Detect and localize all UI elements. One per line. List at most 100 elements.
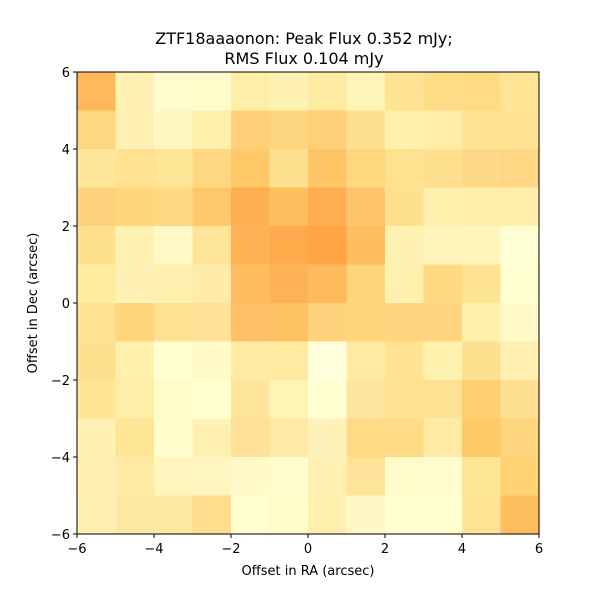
heatmap-cell — [500, 380, 540, 420]
x-tick-label: 0 — [304, 542, 312, 557]
x-axis-ticks: −6 −4 −2 0 2 4 6 — [67, 534, 543, 557]
heatmap-cell — [308, 226, 348, 266]
heatmap-cell — [346, 495, 386, 535]
heatmap-cell — [192, 187, 232, 227]
heatmap-cell — [308, 418, 348, 458]
heatmap-cell — [231, 303, 271, 343]
heatmap-cell — [77, 418, 117, 458]
heatmap-cell — [231, 264, 271, 304]
heatmap-cell — [192, 110, 232, 150]
heatmap-cell — [231, 149, 271, 189]
heatmap-cell — [231, 380, 271, 420]
heatmap-cell — [154, 341, 194, 381]
y-axis-ticks: −6 −4 −2 0 2 4 6 — [51, 66, 77, 543]
heatmap-cell — [500, 495, 540, 535]
y-tick-label: −2 — [51, 374, 70, 389]
heatmap-cell — [115, 264, 155, 304]
heatmap-cell — [423, 110, 463, 150]
heatmap-cell — [269, 149, 309, 189]
y-tick-label: 4 — [62, 143, 70, 158]
heatmap-cell — [269, 110, 309, 150]
heatmap-cell — [77, 495, 117, 535]
heatmap-cell — [500, 149, 540, 189]
heatmap-cell — [269, 495, 309, 535]
heatmap-cell — [269, 380, 309, 420]
heatmap-cell — [231, 187, 271, 227]
heatmap-cell — [385, 457, 425, 497]
heatmap-cell — [500, 187, 540, 227]
heatmap-cell — [269, 264, 309, 304]
heatmap-cell — [385, 110, 425, 150]
heatmap-cell — [115, 226, 155, 266]
heatmap-cell — [77, 341, 117, 381]
heatmap-cell — [346, 149, 386, 189]
heatmap-cell — [500, 72, 540, 112]
heatmap-cell — [77, 149, 117, 189]
heatmap-cell — [115, 72, 155, 112]
heatmap-cell — [346, 418, 386, 458]
heatmap-cell — [462, 457, 502, 497]
heatmap-cell — [346, 380, 386, 420]
heatmap-cell — [423, 187, 463, 227]
heatmap-cell — [462, 380, 502, 420]
heatmap-cell — [308, 264, 348, 304]
heatmap-cell — [192, 495, 232, 535]
heatmap-cell — [269, 418, 309, 458]
heatmap-cell — [308, 495, 348, 535]
heatmap-cell — [462, 149, 502, 189]
y-axis-label: Offset in Dec (arcsec) — [26, 233, 41, 374]
heatmap-cell — [154, 264, 194, 304]
x-tick-label: −4 — [144, 542, 163, 557]
heatmap-cell — [423, 72, 463, 112]
heatmap-cell — [192, 264, 232, 304]
heatmap-cell — [500, 110, 540, 150]
heatmap-cell — [423, 341, 463, 381]
heatmap-cell — [423, 380, 463, 420]
heatmap-cell — [308, 110, 348, 150]
heatmap-cell — [231, 341, 271, 381]
x-tick-label: 6 — [535, 542, 543, 557]
heatmap-cell — [500, 226, 540, 266]
heatmap-cell — [385, 72, 425, 112]
x-tick-label: −6 — [67, 542, 86, 557]
y-tick-label: −6 — [51, 528, 70, 543]
x-tick-label: 4 — [458, 542, 466, 557]
heatmap-cell — [423, 418, 463, 458]
heatmap-cell — [192, 341, 232, 381]
heatmap-cell — [308, 457, 348, 497]
heatmap-cell — [308, 380, 348, 420]
heatmap-cell — [192, 72, 232, 112]
heatmap-cell — [423, 264, 463, 304]
heatmap-cell — [423, 495, 463, 535]
heatmap-cell — [77, 72, 117, 112]
heatmap-cell — [192, 226, 232, 266]
heatmap-cell — [308, 303, 348, 343]
heatmap-cell — [154, 72, 194, 112]
heatmap-cell — [154, 457, 194, 497]
heatmap-cell — [77, 380, 117, 420]
heatmap-cell — [385, 418, 425, 458]
heatmap-cell — [192, 457, 232, 497]
heatmap-cell — [115, 149, 155, 189]
heatmap-cell — [77, 226, 117, 266]
heatmap-cell — [462, 72, 502, 112]
x-axis-label: Offset in RA (arcsec) — [242, 564, 375, 579]
heatmap-cell — [500, 457, 540, 497]
heatmap-cell — [154, 226, 194, 266]
heatmap-cell — [77, 457, 117, 497]
heatmap-cell — [423, 149, 463, 189]
y-tick-label: 0 — [62, 297, 70, 312]
heatmap-cell — [385, 495, 425, 535]
heatmap-cell — [192, 149, 232, 189]
heatmap-cell — [231, 226, 271, 266]
heatmap-cell — [269, 341, 309, 381]
heatmap-cell — [154, 187, 194, 227]
heatmap-cell — [385, 380, 425, 420]
heatmap-cell — [500, 303, 540, 343]
heatmap-cell — [346, 187, 386, 227]
heatmap-cell — [231, 110, 271, 150]
heatmap-cell — [462, 264, 502, 304]
chart-title-line-2: RMS Flux 0.104 mJy — [224, 49, 383, 68]
heatmap-cell — [346, 341, 386, 381]
